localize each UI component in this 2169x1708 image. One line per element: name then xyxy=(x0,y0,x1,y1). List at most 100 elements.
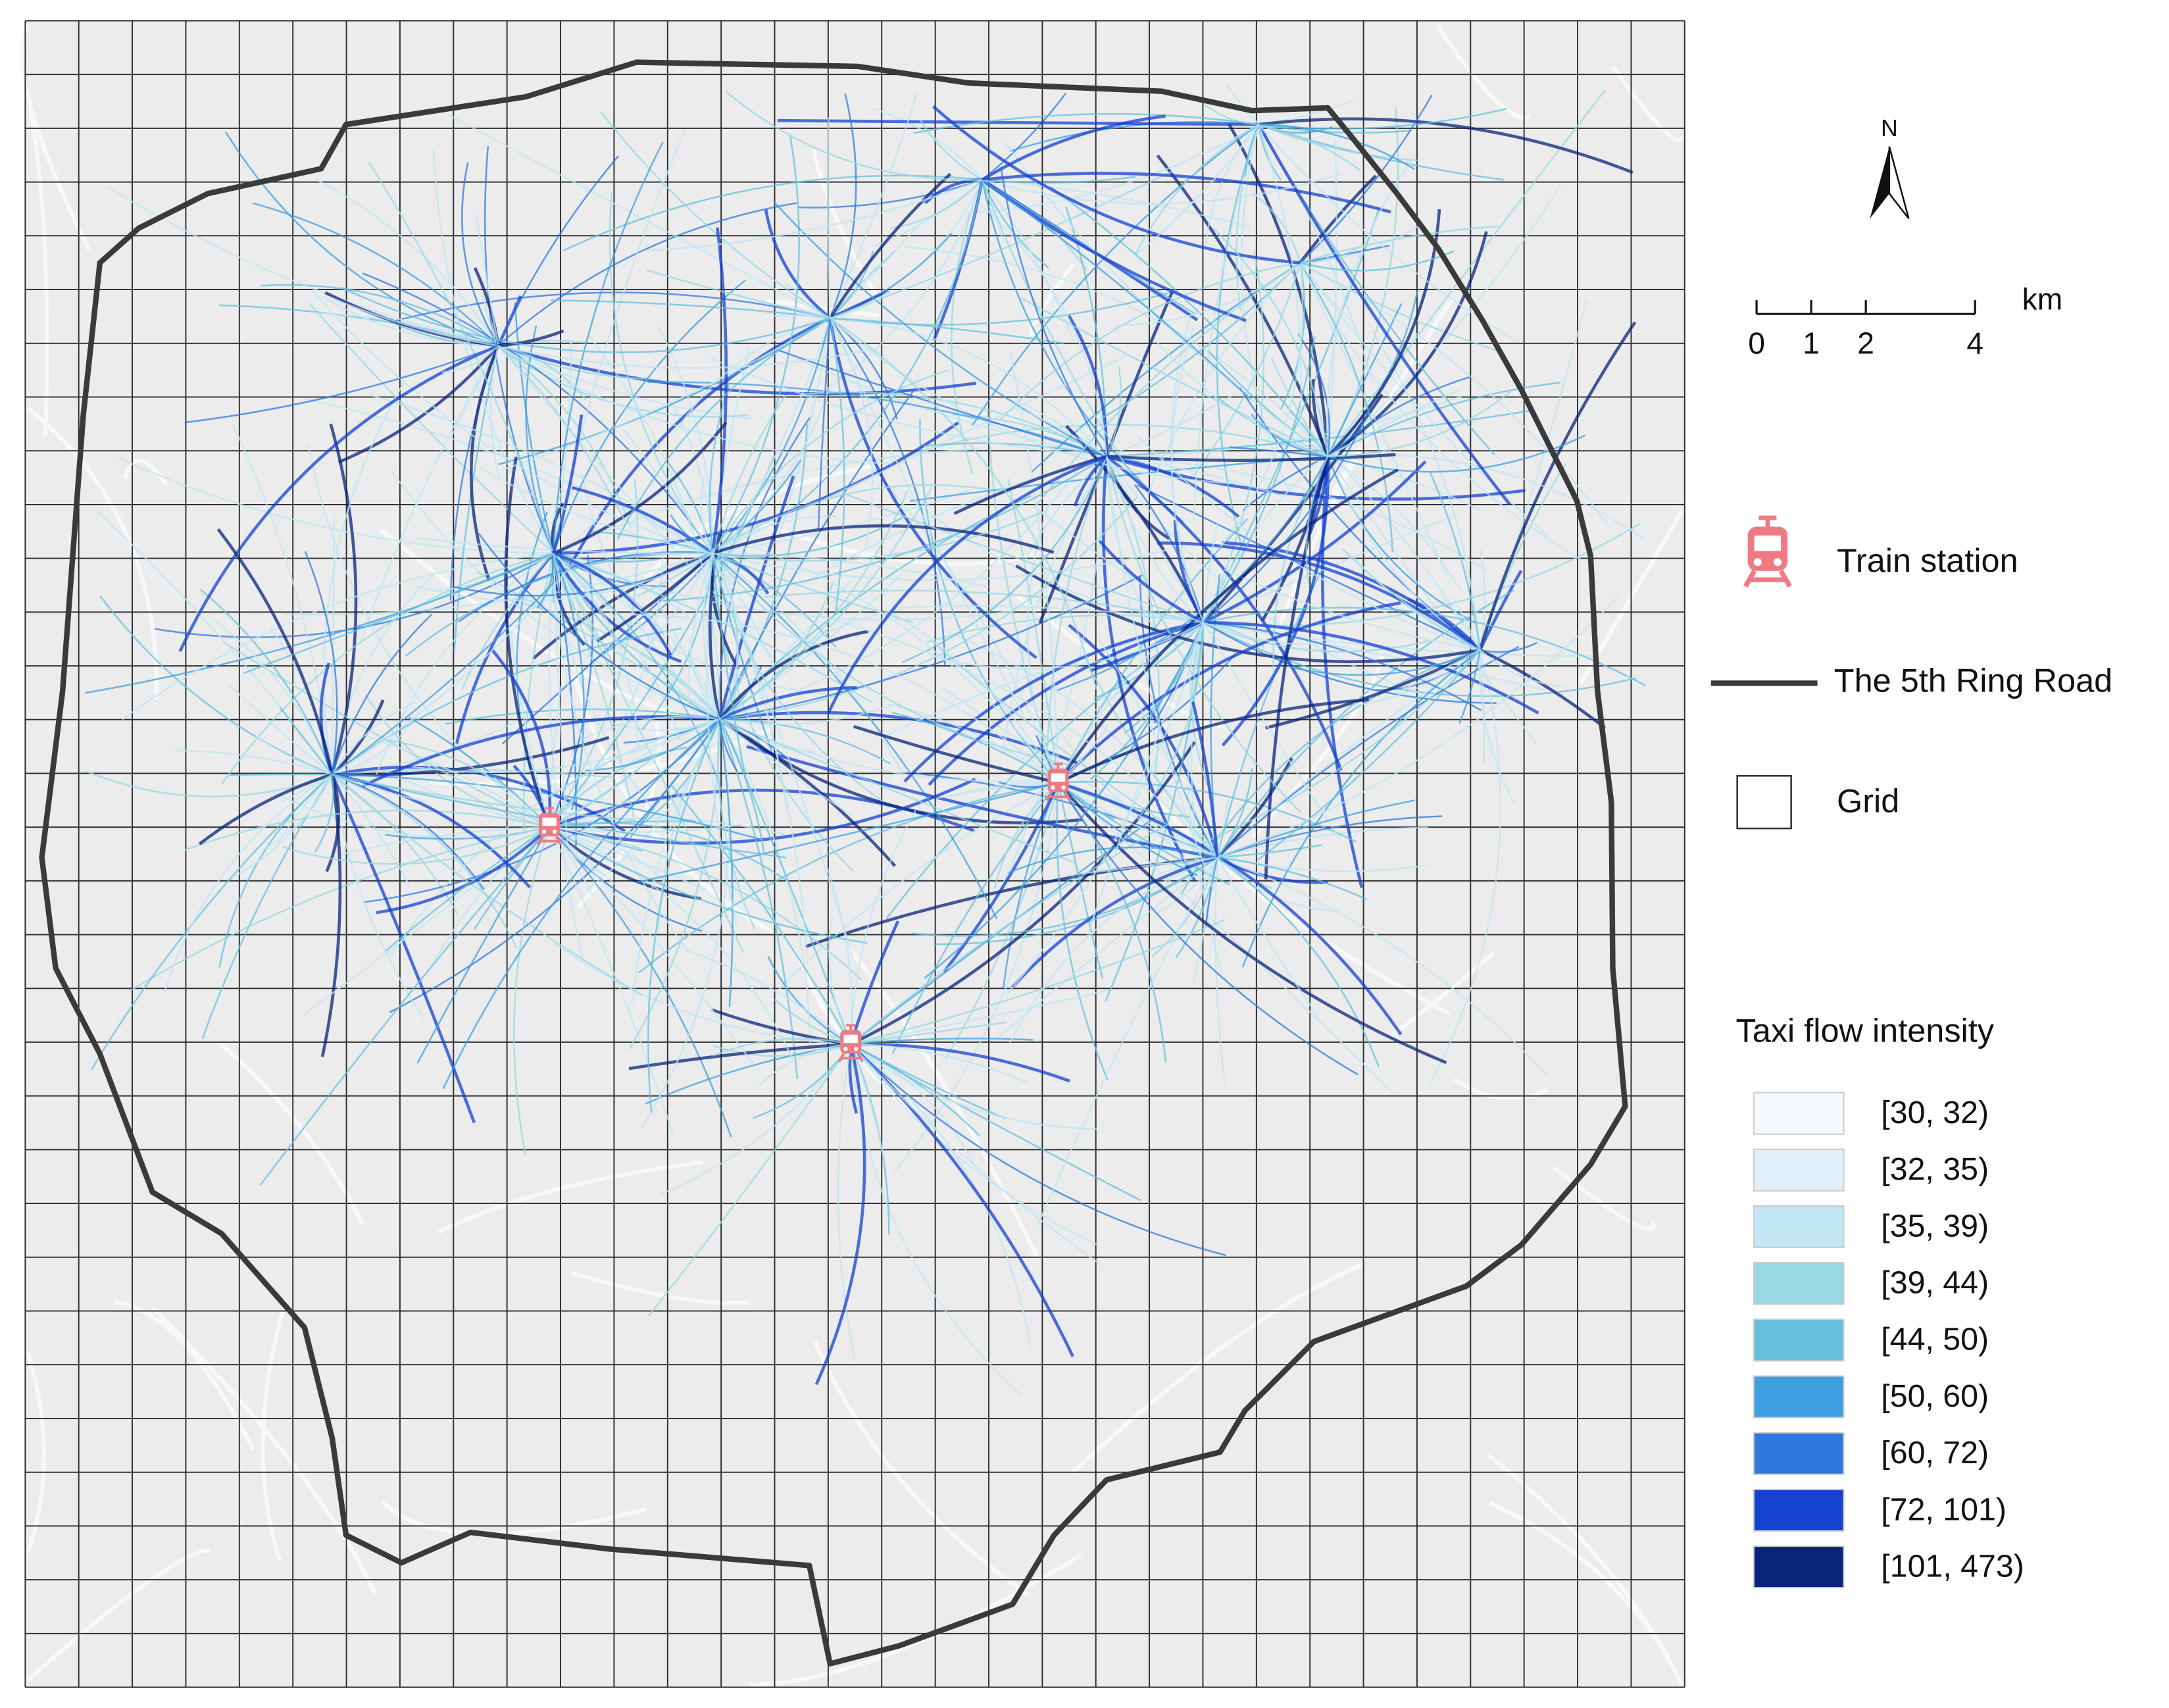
flow-line xyxy=(982,93,1067,181)
flow-line xyxy=(328,295,499,347)
flow-line xyxy=(632,718,720,1001)
flow-line xyxy=(582,715,720,740)
flow-line xyxy=(851,1043,1028,1084)
flow-line xyxy=(712,1038,851,1057)
flow-line xyxy=(1300,246,1360,264)
flow-line xyxy=(1299,262,1355,324)
flow-line xyxy=(475,213,499,346)
flow-line xyxy=(163,774,333,993)
flow-line xyxy=(592,318,831,662)
flow-line xyxy=(323,381,405,775)
flow-line xyxy=(774,202,1107,457)
flow-line xyxy=(711,553,747,778)
flow-line xyxy=(887,703,1059,784)
flow-line xyxy=(1327,389,1460,457)
station-window xyxy=(542,817,557,826)
flow-line xyxy=(1222,541,1482,651)
station-top xyxy=(1758,515,1777,527)
flow-line xyxy=(325,774,340,872)
flow-line xyxy=(1478,321,1637,651)
flow-line xyxy=(549,817,788,836)
flow-line xyxy=(1002,456,1108,755)
flow-line xyxy=(498,329,564,347)
legend-label: Train station xyxy=(1837,541,2018,579)
flow-line xyxy=(826,455,1107,715)
flow-line xyxy=(1216,857,1272,890)
flow-line xyxy=(1216,798,1230,858)
street xyxy=(1071,1263,1364,1474)
flow-line xyxy=(1192,649,1481,848)
station-legs xyxy=(837,1053,864,1063)
flow-line xyxy=(1203,621,1318,645)
flow-line xyxy=(851,1038,1034,1045)
flow-line xyxy=(609,191,714,554)
flow-line xyxy=(981,179,1075,342)
flow-line xyxy=(658,326,714,553)
flow-line xyxy=(941,628,1218,858)
flow-line xyxy=(718,486,933,720)
flow-line xyxy=(711,369,949,554)
flow-line xyxy=(851,1021,1007,1045)
flow-line xyxy=(1327,184,1562,457)
flow-line xyxy=(817,318,831,529)
flow-line xyxy=(1057,698,1369,784)
flow-line xyxy=(442,345,499,374)
flow-line xyxy=(1057,782,1230,886)
flow-line xyxy=(850,824,1168,1045)
flow-line xyxy=(536,553,555,609)
flow-line xyxy=(903,620,1204,783)
flow-line xyxy=(1203,621,1497,704)
flow-line xyxy=(726,91,982,181)
flow-line xyxy=(1012,405,1107,457)
flow-line xyxy=(96,511,334,775)
flow-line xyxy=(861,454,1059,784)
flow-line xyxy=(1203,336,1316,623)
ring-road xyxy=(39,59,1628,1667)
flow-line xyxy=(1299,262,1394,552)
flow-line xyxy=(670,515,713,554)
flow-line xyxy=(718,718,897,867)
flow-line xyxy=(1105,455,1343,771)
flow-line xyxy=(1244,124,1260,177)
north-label: N xyxy=(1881,115,1898,141)
street xyxy=(1028,263,1075,337)
station-light xyxy=(843,1046,848,1051)
flow-line xyxy=(711,553,854,872)
flow-line xyxy=(1203,409,1371,623)
flow-line xyxy=(837,1043,856,1361)
flow-line xyxy=(719,718,1076,864)
scale-bar: 0 1 2 4 xyxy=(1748,300,1983,361)
flow-line xyxy=(904,246,1329,457)
scale-tick-label: 2 xyxy=(1857,326,1874,361)
station-top xyxy=(1053,763,1063,769)
street xyxy=(571,1270,749,1305)
flow-line xyxy=(331,699,385,776)
street xyxy=(848,948,1040,1259)
flow-line xyxy=(1202,393,1384,624)
flow-line xyxy=(1224,568,1480,651)
flow-line xyxy=(850,1043,1097,1130)
flow-line xyxy=(303,826,550,1015)
flow-line xyxy=(982,179,1251,400)
flow-line xyxy=(647,718,720,1113)
flow-line xyxy=(950,782,1059,797)
flow-line xyxy=(332,582,555,776)
flow-line xyxy=(853,724,1059,784)
flow-line xyxy=(282,826,550,865)
street xyxy=(261,1299,288,1562)
flow-line xyxy=(1098,638,1218,858)
station-window xyxy=(1051,773,1066,782)
flow-line xyxy=(1216,857,1319,1018)
flow-line xyxy=(1229,446,1328,457)
flow-line xyxy=(1371,330,1481,651)
flow-line xyxy=(332,768,616,779)
flow-line xyxy=(479,466,713,555)
flow-legend-label: [39, 44) xyxy=(1881,1265,1989,1301)
train-stations xyxy=(536,763,1072,1063)
flow-line xyxy=(553,280,746,554)
flow-legend-swatch xyxy=(1753,1262,1845,1305)
flow-line xyxy=(1305,456,1329,586)
station-top xyxy=(544,807,555,813)
flow-line xyxy=(982,173,1341,205)
flow-line xyxy=(412,552,713,602)
